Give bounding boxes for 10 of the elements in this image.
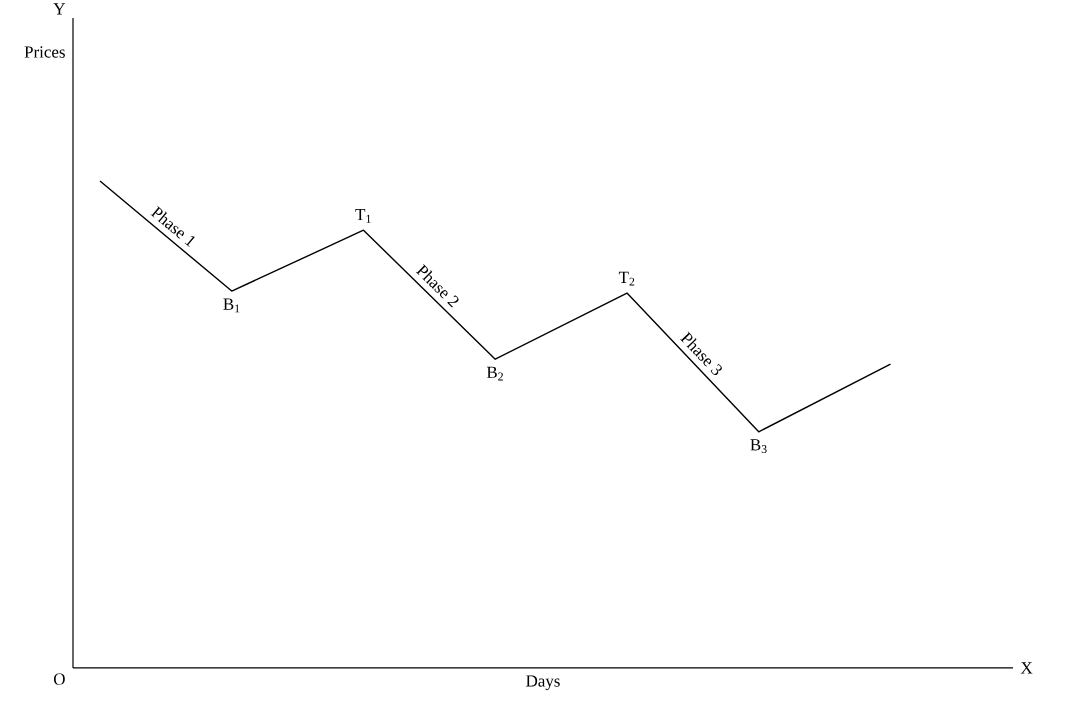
x-axis-title: Days: [526, 675, 560, 691]
text: O: [53, 673, 65, 685]
text: X: [1020, 662, 1033, 674]
annotation: B$_{1}$: [223, 298, 240, 313]
annotation: B$_{2}$: [486, 366, 503, 381]
annotation: T$_{2}$: [618, 271, 635, 286]
annotation: T$_{1}$: [355, 209, 371, 223]
annotation: B$_{3}$: [750, 439, 767, 454]
text: Prices: [24, 46, 65, 58]
text: Y: [53, 3, 66, 15]
